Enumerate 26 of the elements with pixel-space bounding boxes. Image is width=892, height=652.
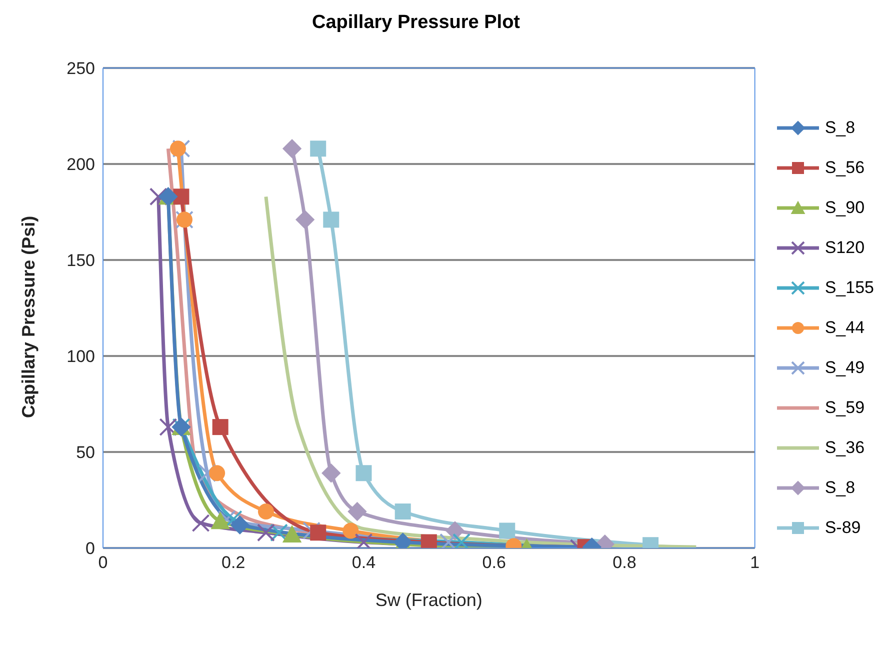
y-tick-label: 0 bbox=[86, 539, 95, 558]
legend-label: S_59 bbox=[824, 398, 865, 418]
x-tick-label: 0.6 bbox=[482, 553, 506, 572]
legend-label: S_8 bbox=[824, 118, 856, 138]
legend-label: S120 bbox=[824, 238, 865, 258]
x-tick-label: 1 bbox=[750, 553, 760, 572]
y-tick-label: 100 bbox=[66, 347, 95, 366]
y-tick-label: 200 bbox=[66, 155, 95, 174]
x-tick-label: 0 bbox=[98, 553, 108, 572]
legend-label: S_36 bbox=[824, 438, 865, 458]
x-tick-label: 0.2 bbox=[222, 553, 246, 572]
legend-label: S_8 bbox=[824, 478, 856, 498]
x-axis-title: Sw (Fraction) bbox=[375, 590, 482, 610]
legend-label: S_49 bbox=[824, 358, 865, 378]
x-tick-label: 0.4 bbox=[352, 553, 376, 572]
x-tick-label: 0.8 bbox=[612, 553, 636, 572]
legend-label: S-89 bbox=[824, 518, 861, 538]
chart-title: Capillary Pressure Plot bbox=[310, 11, 522, 34]
legend-label: S_44 bbox=[824, 318, 865, 338]
y-tick-label: 50 bbox=[76, 443, 95, 462]
legend-label: S_155 bbox=[824, 278, 874, 298]
y-tick-label: 150 bbox=[66, 251, 95, 270]
legend-label: S_90 bbox=[824, 198, 865, 218]
legend-label: S_56 bbox=[824, 158, 865, 178]
y-tick-label: 250 bbox=[66, 59, 95, 78]
y-axis-title: Capillary Pressure (Psi) bbox=[18, 216, 38, 418]
